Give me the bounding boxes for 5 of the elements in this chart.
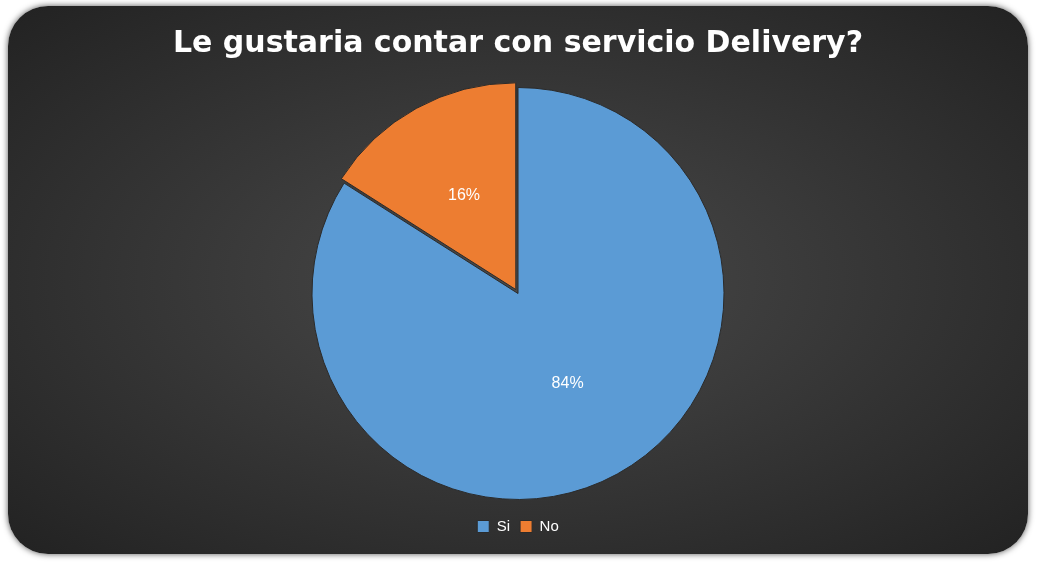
chart-title: Le gustaria contar con servicio Delivery? [172,23,864,59]
legend-label: Si [496,516,511,534]
data-label: 84% [551,374,584,392]
legend-label: No [539,516,559,534]
data-label: 16% [448,185,481,203]
